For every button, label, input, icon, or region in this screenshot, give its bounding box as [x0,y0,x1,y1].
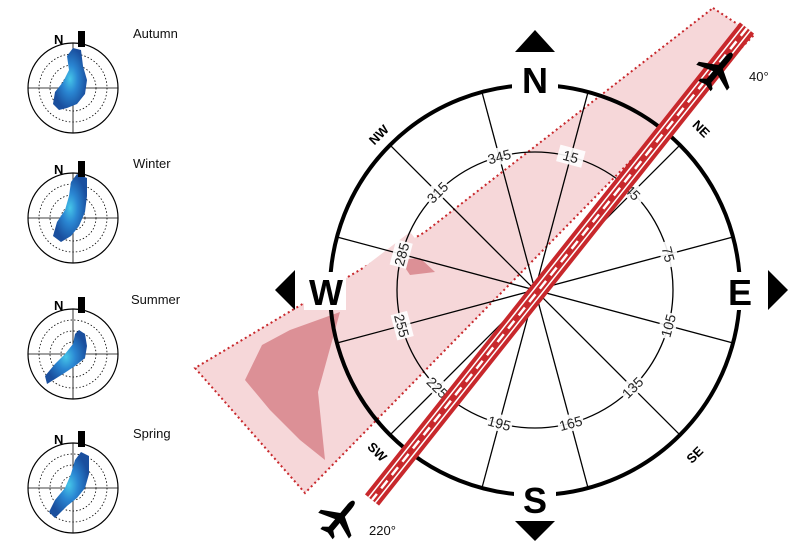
arrow-north-icon [515,30,555,52]
seasonal-wind-roses: N Autumn N Winter N Summer N Spring [27,26,181,534]
bearing-label: 105 [658,312,680,339]
wind-distribution [53,174,87,242]
wind-rose-north-label: N [54,162,63,177]
flight-corridor [193,6,756,495]
noise-hotspot-large [245,312,340,460]
arrow-south-icon [515,521,555,541]
wind-rose-north-label: N [54,298,63,313]
wind-rose-north-label: N [54,32,63,47]
wind-rose-season-title: Autumn [133,26,178,41]
wind-rose-autumn: N Autumn [27,26,178,134]
runway [364,22,755,506]
wind-distribution [45,330,87,384]
label-north: N [522,60,548,101]
label-nw: NW [366,121,392,147]
noise-hotspot-small [400,258,435,275]
north-marker [78,31,85,47]
label-west: W [309,272,343,313]
arrow-west-icon [275,270,295,310]
cardinal-labels: N S E W [304,58,758,521]
corridor-zone [193,6,756,495]
bearing-label: 345 [486,146,513,168]
wind-rose-summer: N Summer [27,292,181,400]
runway-centerline [371,27,748,501]
wind-rose-season-title: Spring [133,426,171,441]
aircraft-sw-icon [318,500,355,540]
wind-rose-season-title: Winter [133,156,171,171]
north-marker [78,431,85,447]
bearing-label: 15 [561,147,580,167]
bearing-label: 285 [391,241,413,268]
corridor-zone-step [363,232,465,360]
wind-rose-season-title: Summer [131,292,181,307]
north-marker [78,161,85,177]
bearing-label: 255 [391,312,413,339]
wind-rose-north-label: N [54,432,63,447]
heading-ne-label: 40° [749,69,769,84]
label-se: SE [683,443,706,466]
bearing-label: 75 [659,245,679,264]
bearing-label: 165 [557,412,584,434]
wind-rose-spring: N Spring [27,426,171,534]
label-east: E [728,272,752,313]
heading-sw-label: 220° [369,523,396,538]
wind-rose-winter: N Winter [27,156,171,264]
direction-arrows [275,30,788,541]
label-south: S [523,480,547,521]
arrow-east-icon [768,270,788,310]
aircraft-ne-icon [696,52,733,92]
inner-ring [396,151,674,429]
bearing-label: 195 [486,413,513,435]
north-marker [78,297,85,313]
wind-distribution [49,452,89,518]
label-ne: NE [689,117,713,141]
wind-distribution [53,48,87,110]
label-sw: SW [364,439,390,465]
